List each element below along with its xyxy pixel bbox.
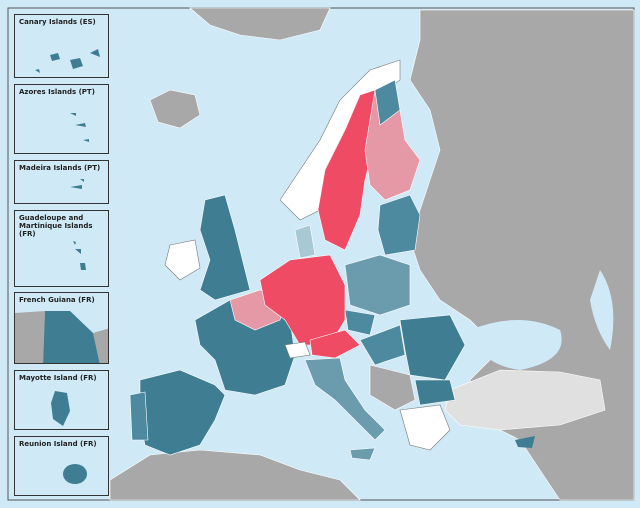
hungary bbox=[359, 324, 406, 366]
inset-label: Azores Islands (PT) bbox=[19, 88, 95, 96]
inset-label: Mayotte Island (FR) bbox=[19, 374, 97, 382]
greece bbox=[399, 404, 451, 451]
baltics bbox=[377, 194, 421, 256]
black-sea bbox=[470, 320, 562, 370]
turkey bbox=[444, 369, 606, 431]
inset-map bbox=[73, 241, 86, 270]
czechia bbox=[344, 309, 376, 336]
balkans bbox=[369, 364, 416, 411]
inset-label: Reunion Island (FR) bbox=[19, 440, 97, 448]
inset-reunion: Reunion Island (FR) bbox=[14, 436, 109, 496]
italy bbox=[304, 357, 386, 441]
lapland bbox=[374, 79, 401, 126]
portugal bbox=[129, 391, 149, 441]
inset-guiana: French Guiana (FR) bbox=[14, 292, 109, 364]
inset-map bbox=[51, 391, 70, 426]
inset-guadeloupe: Guadeloupe and Martinique Islands (FR) bbox=[14, 210, 109, 287]
austria bbox=[309, 329, 361, 359]
caspian-sea bbox=[590, 270, 614, 350]
denmark bbox=[294, 224, 316, 259]
great-britain bbox=[199, 194, 251, 301]
inset-label: French Guiana (FR) bbox=[19, 296, 95, 304]
inset-map bbox=[15, 311, 108, 363]
inset-map bbox=[35, 49, 100, 73]
cyprus bbox=[515, 436, 535, 448]
inset-map bbox=[63, 464, 87, 484]
inset-canary: Canary Islands (ES) bbox=[14, 14, 109, 78]
ireland bbox=[164, 239, 201, 281]
inset-azores: Azores Islands (PT) bbox=[14, 84, 109, 154]
inset-mayotte: Mayotte Island (FR) bbox=[14, 370, 109, 430]
inset-map bbox=[70, 113, 89, 142]
sweden bbox=[317, 89, 376, 251]
sicily bbox=[349, 447, 376, 461]
inset-label: Madeira Islands (PT) bbox=[19, 164, 101, 172]
inset-madeira: Madeira Islands (PT) bbox=[14, 160, 109, 204]
inset-map bbox=[70, 179, 84, 189]
poland bbox=[344, 254, 411, 316]
switzerland bbox=[284, 341, 311, 359]
iceland bbox=[149, 89, 201, 129]
inset-label: Guadeloupe and Martinique Islands (FR) bbox=[19, 214, 93, 238]
land-north bbox=[189, 7, 331, 41]
inset-label: Canary Islands (ES) bbox=[19, 18, 96, 26]
bulgaria bbox=[414, 379, 456, 406]
